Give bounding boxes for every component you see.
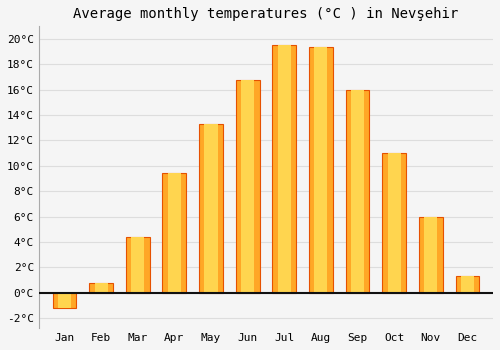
Bar (131, 237, 144, 293)
Bar (419, 217, 442, 293)
Bar (382, 153, 406, 293)
Bar (126, 237, 150, 293)
Bar (309, 47, 333, 293)
Bar (236, 79, 260, 293)
Bar (52, 293, 76, 308)
Bar (461, 276, 474, 293)
Bar (168, 174, 181, 293)
Bar (58, 293, 71, 308)
Bar (272, 45, 296, 293)
Bar (278, 45, 291, 293)
Bar (456, 276, 479, 293)
Bar (199, 124, 223, 293)
Bar (162, 174, 186, 293)
Bar (241, 79, 254, 293)
Bar (89, 282, 113, 293)
Bar (346, 90, 370, 293)
Title: Average monthly temperatures (°C ) in Nevşehir: Average monthly temperatures (°C ) in Ne… (74, 7, 458, 21)
Bar (94, 282, 108, 293)
Bar (314, 47, 328, 293)
Bar (424, 217, 438, 293)
Bar (204, 124, 218, 293)
Bar (351, 90, 364, 293)
Bar (388, 153, 400, 293)
